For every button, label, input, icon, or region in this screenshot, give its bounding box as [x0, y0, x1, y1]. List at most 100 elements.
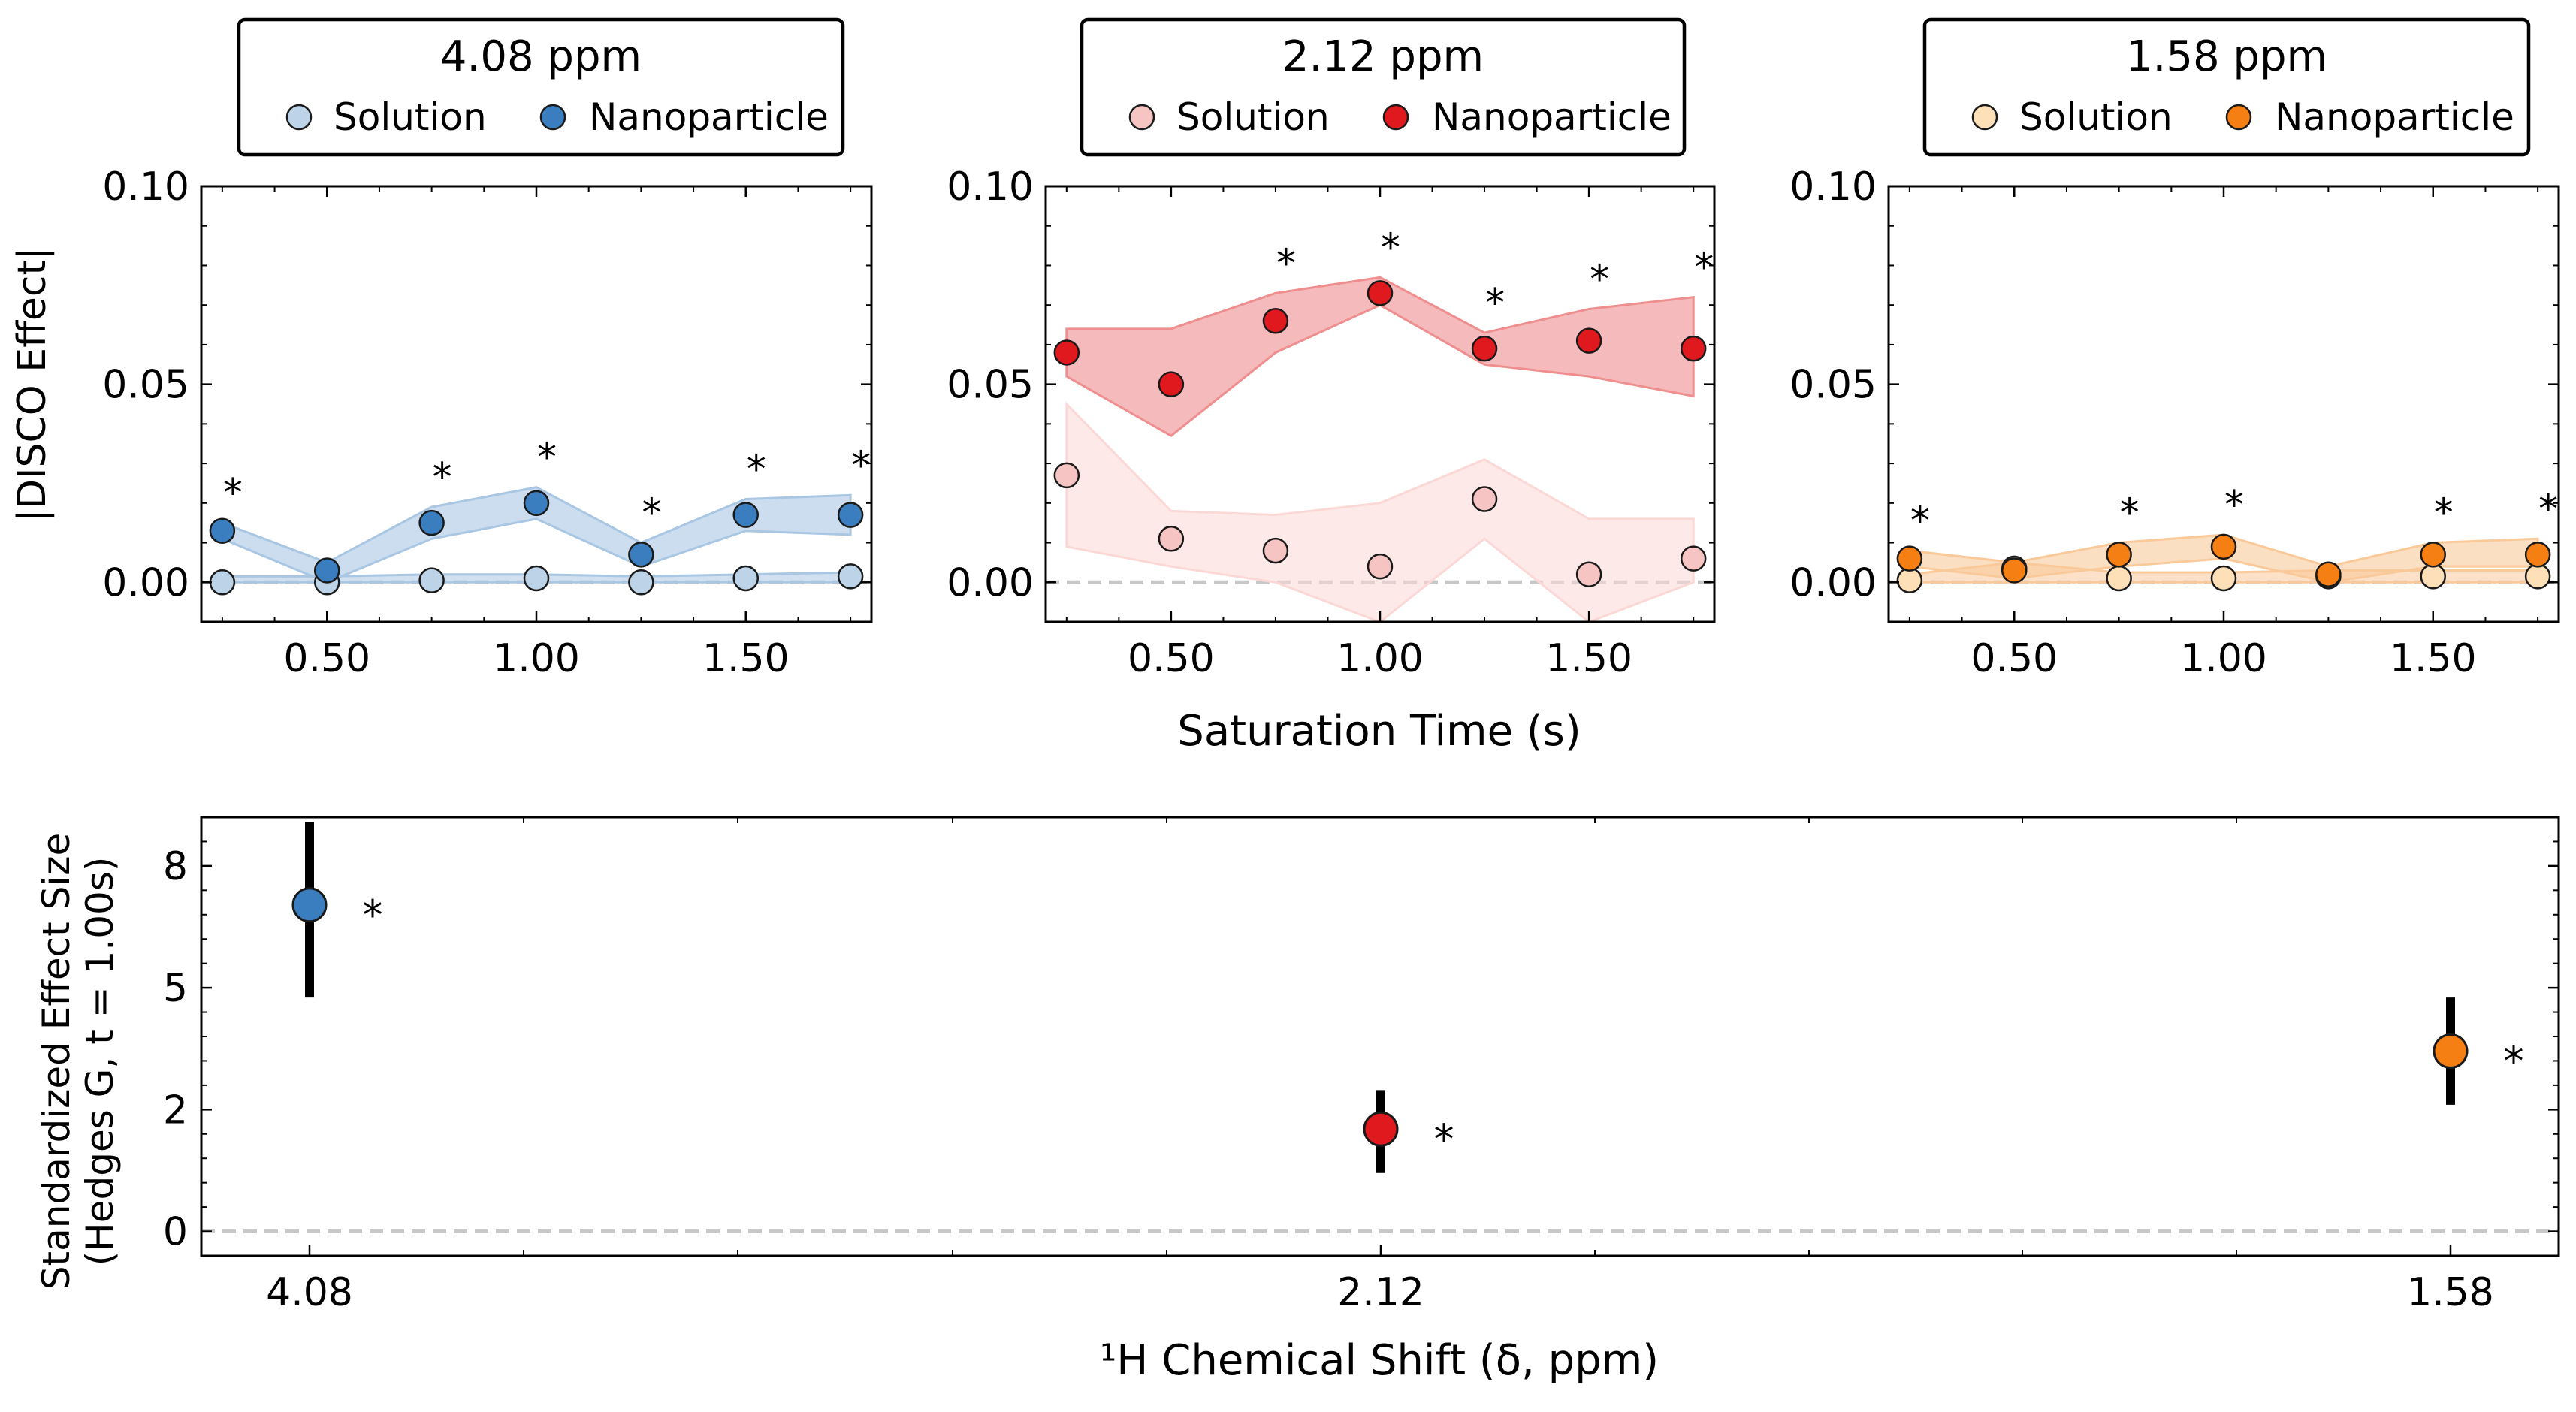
- legend-marker: [539, 104, 566, 131]
- data-point-nanoparticle: [2210, 533, 2237, 560]
- x-tick-label: 1.00: [2180, 636, 2267, 681]
- significance-star: *: [1485, 281, 1505, 326]
- legend-label: Nanoparticle: [2275, 95, 2514, 139]
- data-point-nanoparticle: [314, 557, 340, 584]
- x-tick-label: 1.00: [493, 636, 580, 681]
- y-tick-label: 0.05: [102, 363, 189, 408]
- data-point-solution: [732, 565, 759, 592]
- effect-size-point: [291, 887, 328, 923]
- legend-label: Solution: [2019, 95, 2173, 139]
- y-tick-label: 0.05: [1789, 363, 1877, 408]
- legend-frame: [237, 17, 845, 157]
- y-tick-label: 0.10: [1789, 164, 1877, 210]
- data-point-solution: [1367, 553, 1394, 580]
- confidence-band-nanoparticle: [221, 486, 852, 584]
- legend-marker: [2225, 104, 2252, 131]
- confidence-band-solution: [1065, 401, 1695, 622]
- data-point-solution: [628, 569, 654, 596]
- data-point-solution: [1262, 537, 1289, 564]
- effect-size-point: [1363, 1111, 1399, 1147]
- data-point-solution: [2106, 565, 2132, 592]
- legend-title: 2.12 ppm: [1282, 32, 1484, 81]
- legend: 2.12 ppm Solution Nanoparticle: [1080, 17, 1687, 157]
- significance-star: *: [433, 455, 452, 500]
- data-point-nanoparticle: [1471, 335, 1498, 362]
- data-point-nanoparticle: [418, 509, 445, 536]
- significance-star: *: [223, 471, 243, 516]
- y-axis-label-disco: |DISCO Effect|: [10, 247, 55, 523]
- data-point-solution: [1158, 526, 1185, 552]
- data-point-nanoparticle: [732, 502, 759, 528]
- panel-2-12-ppm: * * * * * 0.00 0.05 0.10 0.50 1.00 1.50 2.12 ppm Sol…: [947, 17, 1716, 681]
- data-point-solution: [1575, 561, 1602, 587]
- y-tick-label: 0.00: [102, 560, 189, 605]
- panel-4-08-ppm: * * * * * * 0.00 0.05 0.10 0.50 1.00 1.50 4.08 ppm So…: [102, 17, 873, 681]
- significance-star: *: [851, 443, 871, 488]
- legend-label: Nanoparticle: [589, 95, 829, 139]
- significance-star: *: [2224, 483, 2244, 528]
- x-tick-label: 1.00: [1336, 636, 1424, 681]
- x-axis-label-saturation-time: Saturation Time (s): [1177, 707, 1581, 756]
- legend-marker: [1128, 104, 1155, 131]
- data-point-nanoparticle: [1680, 335, 1707, 362]
- y-tick-label: 0: [163, 1210, 188, 1255]
- y-axis-label-effect-line1: Standardized Effect Size: [35, 833, 78, 1290]
- significance-star: *: [2120, 491, 2140, 536]
- data-point-solution: [418, 567, 445, 593]
- x-tick-label: 0.50: [1971, 636, 2058, 681]
- legend-label: Solution: [334, 95, 487, 139]
- confidence-band-nanoparticle: [1065, 276, 1695, 437]
- data-point-nanoparticle: [1262, 308, 1289, 334]
- data-point-solution: [1896, 567, 1923, 593]
- y-axis-label-effect-line2: (Hedges G, t = 1.00s): [78, 857, 122, 1266]
- significance-star: *: [1590, 257, 1609, 302]
- data-point-solution: [2420, 563, 2446, 590]
- y-tick-label: 0.00: [1789, 560, 1877, 605]
- legend-title: 4.08 ppm: [440, 32, 642, 81]
- legend: 4.08 ppm Solution Nanoparticle: [237, 17, 845, 157]
- data-point-nanoparticle: [2315, 561, 2342, 587]
- data-point-nanoparticle: [523, 490, 550, 517]
- plot-frame: [200, 816, 2560, 1257]
- data-point-nanoparticle: [1053, 339, 1080, 366]
- legend-frame: [1922, 17, 2531, 157]
- data-point-solution: [209, 569, 236, 596]
- x-tick-label: 1.50: [1545, 636, 1632, 681]
- significance-star: *: [2504, 1037, 2524, 1085]
- legend: 1.58 ppm Solution Nanoparticle: [1922, 17, 2531, 157]
- significance-star: *: [363, 892, 383, 939]
- panel-1-58-ppm: * * * * * 0.00 0.05 0.10 0.50 1.00 1.50 1.58 ppm Sol…: [1789, 17, 2560, 681]
- panel-effect-size: * 4.08 * 2.12 * 1.58 0 2 5 8: [163, 816, 2560, 1315]
- significance-star: *: [2538, 487, 2558, 532]
- y-tick-label: 0.10: [947, 164, 1034, 210]
- data-point-nanoparticle: [209, 517, 236, 544]
- x-tick-label: 0.50: [1128, 636, 1215, 681]
- legend-title: 1.58 ppm: [2126, 32, 2327, 81]
- data-point-solution: [1053, 462, 1080, 489]
- y-tick-label: 5: [163, 966, 188, 1011]
- x-tick-label: 1.58: [2407, 1270, 2494, 1315]
- data-point-solution: [1471, 486, 1498, 512]
- data-point-nanoparticle: [2106, 542, 2132, 568]
- data-point-nanoparticle: [1367, 280, 1394, 306]
- data-point-solution: [523, 565, 550, 592]
- data-point-nanoparticle: [628, 542, 654, 568]
- data-point-solution: [2524, 563, 2551, 590]
- data-point-solution: [837, 563, 864, 590]
- significance-star: *: [1276, 241, 1296, 286]
- legend-label: Solution: [1176, 95, 1330, 139]
- legend-label: Nanoparticle: [1432, 95, 1672, 139]
- y-tick-label: 0.00: [947, 560, 1034, 605]
- significance-star: *: [1381, 225, 1400, 270]
- data-point-solution: [2210, 565, 2237, 592]
- significance-star: *: [537, 436, 557, 481]
- x-tick-label: 1.50: [2390, 636, 2477, 681]
- significance-star: *: [2434, 491, 2454, 536]
- data-point-nanoparticle: [1575, 327, 1602, 354]
- y-tick-label: 0.10: [102, 164, 189, 210]
- significance-star: *: [747, 448, 766, 493]
- significance-star: *: [1434, 1115, 1454, 1163]
- legend-marker: [1971, 104, 1998, 131]
- data-point-nanoparticle: [1896, 545, 1923, 572]
